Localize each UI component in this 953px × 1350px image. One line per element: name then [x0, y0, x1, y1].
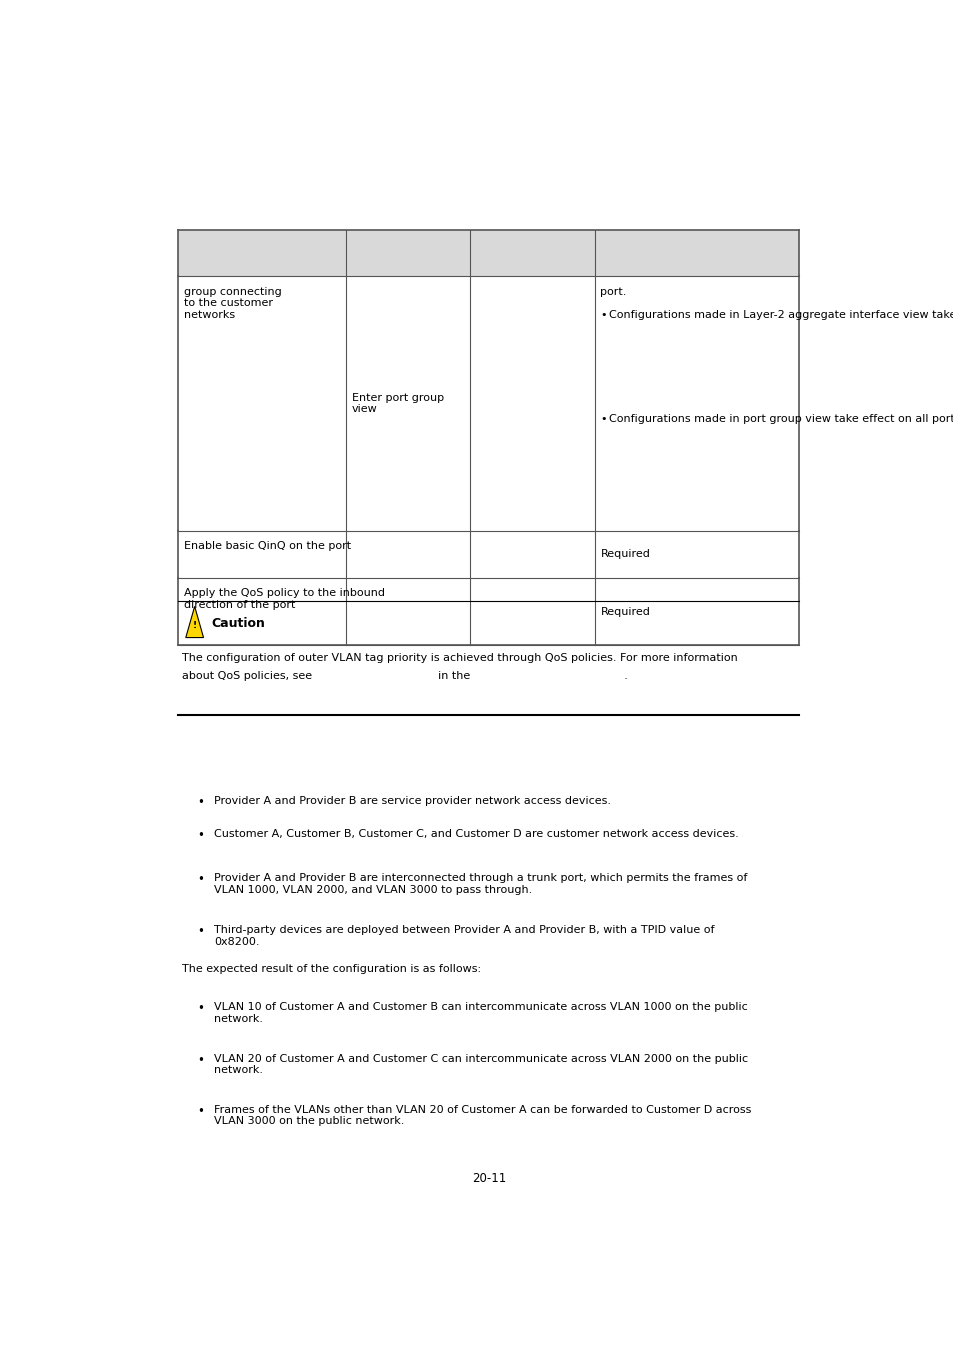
Text: about QoS policies, see                                    in the               : about QoS policies, see in the	[182, 671, 627, 682]
Text: •: •	[599, 309, 606, 320]
Text: Customer A, Customer B, Customer C, and Customer D are customer network access d: Customer A, Customer B, Customer C, and …	[213, 829, 738, 840]
Bar	[178, 230, 799, 277]
Text: VLAN 20 of Customer A and Customer C can intercommunicate across VLAN 2000 on th: VLAN 20 of Customer A and Customer C can…	[213, 1054, 747, 1076]
Text: •: •	[196, 1054, 204, 1067]
Text: Required: Required	[599, 606, 650, 617]
Text: Required: Required	[599, 549, 650, 559]
Text: •: •	[196, 925, 204, 938]
Text: The configuration of outer VLAN tag priority is achieved through QoS policies. F: The configuration of outer VLAN tag prio…	[182, 652, 737, 663]
Text: •: •	[196, 796, 204, 809]
Text: Frames of the VLANs other than VLAN 20 of Customer A can be forwarded to Custome: Frames of the VLANs other than VLAN 20 o…	[213, 1104, 750, 1126]
Text: •: •	[196, 829, 204, 842]
Text: Configurations made in port group view take effect on all ports in the port grou: Configurations made in port group view t…	[609, 413, 953, 424]
Text: port.: port.	[599, 286, 626, 297]
Text: !: !	[193, 621, 196, 630]
Text: VLAN 10 of Customer A and Customer B can intercommunicate across VLAN 1000 on th: VLAN 10 of Customer A and Customer B can…	[213, 1002, 747, 1023]
Text: •: •	[196, 873, 204, 886]
Text: group connecting
to the customer
networks: group connecting to the customer network…	[184, 286, 282, 320]
Text: Caution: Caution	[211, 617, 265, 630]
Text: The expected result of the configuration is as follows:: The expected result of the configuration…	[182, 964, 480, 975]
Text: Enter port group
view: Enter port group view	[352, 393, 444, 414]
Text: Provider A and Provider B are service provider network access devices.: Provider A and Provider B are service pr…	[213, 796, 610, 806]
Text: Apply the QoS policy to the inbound
direction of the port: Apply the QoS policy to the inbound dire…	[184, 589, 385, 610]
Text: Third-party devices are deployed between Provider A and Provider B, with a TPID : Third-party devices are deployed between…	[213, 925, 714, 946]
Polygon shape	[186, 606, 203, 637]
Text: Configurations made in Layer-2 aggregate interface view take effect on the Layer: Configurations made in Layer-2 aggregate…	[609, 309, 953, 320]
Text: •: •	[196, 1002, 204, 1015]
Text: 20-11: 20-11	[472, 1172, 505, 1185]
Text: Provider A and Provider B are interconnected through a trunk port, which permits: Provider A and Provider B are interconne…	[213, 873, 746, 895]
Text: •: •	[196, 1104, 204, 1118]
Text: Enable basic QinQ on the port: Enable basic QinQ on the port	[184, 541, 351, 551]
Text: •: •	[599, 413, 606, 424]
